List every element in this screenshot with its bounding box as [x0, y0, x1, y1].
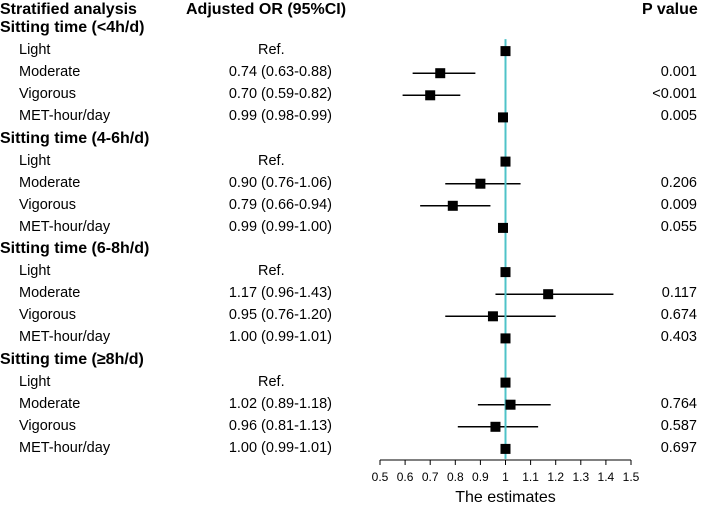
row-label: Light — [19, 42, 51, 59]
point-estimate — [500, 46, 511, 57]
row-or-ci: 1.00 (0.99-1.01) — [228, 439, 332, 456]
point-estimate — [500, 443, 511, 454]
point-estimate — [500, 156, 511, 167]
point-estimate — [475, 178, 486, 189]
row-p-value: <0.001 — [652, 86, 697, 103]
point-estimate — [497, 222, 508, 233]
row-p-value: 0.055 — [660, 218, 697, 235]
x-tick-label: 1.3 — [572, 470, 589, 484]
header-stratified-analysis: Stratified analysis — [0, 1, 137, 18]
row-or-ci: Ref. — [258, 152, 285, 169]
x-tick-label: 1.5 — [623, 470, 640, 484]
row-label: MET-hour/day — [19, 218, 111, 235]
x-axis-label: The estimates — [455, 489, 556, 506]
row-or-ci: 1.00 (0.99-1.01) — [228, 329, 332, 346]
x-tick-label: 0.7 — [422, 470, 439, 484]
row-label: Light — [19, 263, 51, 280]
row-label: Moderate — [19, 395, 81, 412]
row-label: Moderate — [19, 174, 81, 191]
row-p-value: 0.697 — [660, 439, 697, 456]
x-tick-label: 1.2 — [547, 470, 564, 484]
row-label: Moderate — [19, 64, 81, 81]
row-or-ci: 0.70 (0.59-0.82) — [228, 86, 332, 103]
x-tick-label: 0.9 — [472, 470, 489, 484]
row-label: Vigorous — [19, 196, 76, 213]
row-label: MET-hour/day — [19, 108, 111, 125]
row-label: Vigorous — [19, 86, 76, 103]
row-or-ci: 0.96 (0.81-1.13) — [228, 417, 332, 434]
row-p-value: 0.009 — [660, 196, 697, 213]
group-heading: Sitting time (4-6h/d) — [0, 129, 150, 147]
row-or-ci: Ref. — [258, 263, 285, 280]
row-label: Vigorous — [19, 417, 76, 434]
row-or-ci: 1.17 (0.96-1.43) — [228, 285, 332, 302]
row-label: Light — [19, 373, 51, 390]
group-heading: Sitting time (<4h/d) — [0, 19, 145, 36]
row-or-ci: 1.02 (0.89-1.18) — [228, 395, 332, 412]
row-p-value: 0.117 — [661, 285, 697, 302]
row-label: MET-hour/day — [19, 329, 111, 346]
row-label: Moderate — [19, 285, 81, 302]
x-tick-label: 0.5 — [372, 470, 389, 484]
row-or-ci: 0.79 (0.66-0.94) — [228, 196, 332, 213]
x-tick-label: 0.6 — [397, 470, 414, 484]
row-or-ci: 0.99 (0.99-1.00) — [228, 218, 332, 235]
row-or-ci: 0.74 (0.63-0.88) — [228, 64, 332, 81]
row-or-ci: 0.95 (0.76-1.20) — [228, 307, 332, 324]
point-estimate — [500, 333, 511, 344]
point-estimate — [435, 68, 446, 79]
row-or-ci: 0.90 (0.76-1.06) — [228, 174, 332, 191]
row-p-value: 0.005 — [660, 108, 697, 125]
header-p-value: P value — [642, 1, 698, 18]
point-estimate — [543, 289, 554, 300]
point-estimate — [487, 311, 498, 322]
row-label: Vigorous — [19, 307, 76, 324]
point-estimate — [490, 421, 501, 432]
row-label: Light — [19, 152, 51, 169]
row-p-value: 0.206 — [660, 174, 697, 191]
row-p-value: 0.587 — [660, 417, 697, 434]
row-or-ci: 0.99 (0.98-0.99) — [228, 108, 332, 125]
point-estimate — [500, 377, 511, 388]
point-estimate — [500, 267, 511, 278]
group-heading: Sitting time (≥8h/d) — [0, 350, 144, 368]
row-p-value: 0.001 — [660, 64, 697, 81]
point-estimate — [497, 112, 508, 123]
x-tick-label: 0.8 — [447, 470, 464, 484]
row-or-ci: Ref. — [258, 373, 285, 390]
point-estimate — [505, 399, 516, 410]
row-p-value: 0.674 — [660, 307, 697, 324]
x-tick-label: 1.4 — [598, 470, 615, 484]
point-estimate — [447, 200, 458, 211]
x-tick-label: 1 — [502, 470, 509, 484]
header-adjusted-or: Adjusted OR (95%CI) — [186, 1, 347, 18]
row-label: MET-hour/day — [19, 439, 111, 456]
x-tick-label: 1.1 — [522, 470, 539, 484]
group-heading: Sitting time (6-8h/d) — [0, 240, 150, 257]
row-p-value: 0.403 — [660, 329, 697, 346]
row-or-ci: Ref. — [258, 42, 285, 59]
row-p-value: 0.764 — [660, 395, 697, 412]
point-estimate — [425, 90, 436, 101]
